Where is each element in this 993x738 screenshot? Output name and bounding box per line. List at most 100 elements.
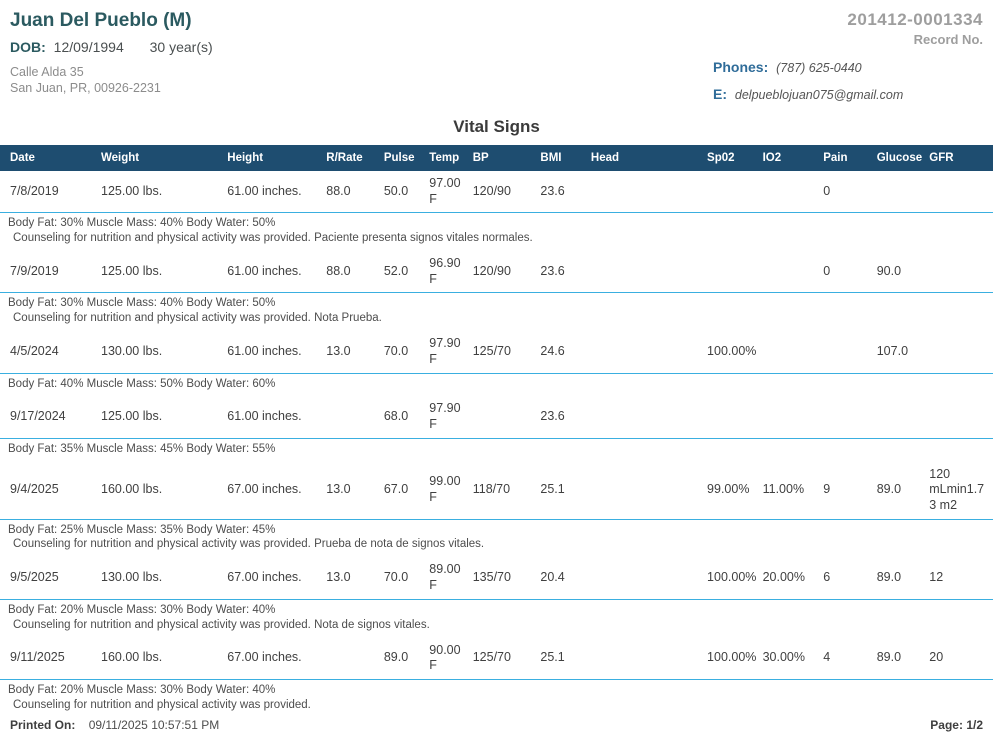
address-line-1: Calle Alda 35: [10, 65, 84, 79]
cell-head: [590, 557, 708, 600]
vitals-note-cell: Body Fat: 35% Muscle Mass: 45% Body Wate…: [0, 438, 993, 461]
col-header-rrate: R/Rate: [326, 145, 384, 171]
cell-temp: 96.90 F: [429, 251, 473, 294]
vitals-note-row: Body Fat: 40% Muscle Mass: 50% Body Wate…: [0, 373, 993, 396]
note-line: Counseling for nutrition and physical ac…: [13, 312, 382, 325]
vitals-row: 9/4/2025 160.00 lbs. 67.00 inches. 13.0 67.0…: [0, 461, 993, 520]
cell-temp: 97.90 F: [429, 331, 473, 374]
dob-value: 12/09/1994: [53, 39, 124, 55]
col-header-sp02: Sp02: [707, 145, 763, 171]
cell-temp: 89.00 F: [429, 557, 473, 600]
address-line-2: San Juan, PR, 00926-2231: [10, 81, 161, 96]
phones-value: (787) 625-0440: [776, 61, 862, 75]
cell-gfr: [929, 396, 993, 439]
cell-height: 61.00 inches.: [227, 171, 327, 214]
col-header-io2: IO2: [762, 145, 824, 171]
col-header-weight: Weight: [101, 145, 228, 171]
vitals-row: 4/5/2024 130.00 lbs. 61.00 inches. 13.0 70.0…: [0, 331, 993, 374]
report-footer: Printed On: 09/11/2025 10:57:51 PM Page:…: [0, 718, 993, 738]
cell-bmi: 20.4: [540, 557, 591, 600]
cell-height: 61.00 inches.: [227, 251, 327, 294]
cell-gfr: [929, 171, 993, 214]
cell-glucose: 89.0: [876, 557, 930, 600]
cell-rrate: [326, 396, 384, 439]
cell-temp: 97.00 F: [429, 171, 473, 214]
cell-io2: 20.00%: [762, 557, 824, 600]
printed-on: Printed On: 09/11/2025 10:57:51 PM: [10, 718, 219, 732]
cell-bp: 120/90: [472, 171, 541, 214]
cell-height: 67.00 inches.: [227, 461, 327, 520]
cell-sp02: [707, 396, 763, 439]
vitals-note-row: Body Fat: 25% Muscle Mass: 35% Body Wate…: [0, 519, 993, 557]
col-header-date: Date: [0, 145, 102, 171]
cell-sp02: 100.00%: [707, 557, 763, 600]
note-line: Counseling for nutrition and physical ac…: [13, 538, 485, 551]
cell-io2: 11.00%: [762, 461, 824, 520]
cell-head: [590, 461, 708, 520]
patient-address: Calle Alda 35 San Juan, PR, 00926-2231: [10, 64, 213, 97]
cell-io2: [762, 251, 824, 294]
cell-bmi: 25.1: [540, 461, 591, 520]
col-header-pain: Pain: [823, 145, 877, 171]
record-number-label: Record No.: [913, 32, 983, 47]
cell-glucose: [876, 396, 930, 439]
vitals-note-cell: Body Fat: 30% Muscle Mass: 40% Body Wate…: [0, 213, 993, 251]
vitals-note-cell: Body Fat: 40% Muscle Mass: 50% Body Wate…: [0, 373, 993, 396]
cell-sp02: [707, 251, 763, 294]
col-header-gfr: GFR: [929, 145, 993, 171]
cell-head: [590, 251, 708, 294]
cell-io2: [762, 396, 824, 439]
note-line: Counseling for nutrition and physical ac…: [13, 232, 533, 245]
cell-glucose: 89.0: [876, 461, 930, 520]
cell-height: 67.00 inches.: [227, 557, 327, 600]
cell-bmi: 23.6: [540, 251, 591, 294]
cell-weight: 130.00 lbs.: [101, 557, 228, 600]
vitals-row: 9/17/2024 125.00 lbs. 61.00 inches. 68.0 97.…: [0, 396, 993, 439]
cell-glucose: 90.0: [876, 251, 930, 294]
cell-temp: 97.90 F: [429, 396, 473, 439]
cell-pain: 0: [823, 171, 877, 214]
note-line: Body Fat: 40% Muscle Mass: 50% Body Wate…: [8, 377, 276, 390]
cell-height: 61.00 inches.: [227, 396, 327, 439]
cell-pain: 9: [823, 461, 877, 520]
cell-weight: 130.00 lbs.: [101, 331, 228, 374]
cell-weight: 125.00 lbs.: [101, 251, 228, 294]
cell-date: 9/4/2025: [0, 461, 102, 520]
report-title: Vital Signs: [453, 117, 540, 136]
cell-io2: [762, 331, 824, 374]
col-header-height: Height: [227, 145, 327, 171]
patient-info-block: Juan Del Pueblo (M) DOB: 12/09/1994 30 y…: [10, 8, 213, 102]
vital-signs-table: Date Weight Height R/Rate Pulse Temp BP …: [0, 145, 993, 718]
note-line: Body Fat: 20% Muscle Mass: 30% Body Wate…: [8, 683, 276, 696]
cell-glucose: 107.0: [876, 331, 930, 374]
col-header-glucose: Glucose: [876, 145, 930, 171]
cell-bp: 120/90: [472, 251, 541, 294]
printed-on-value: 09/11/2025 10:57:51 PM: [88, 717, 220, 732]
vitals-note-cell: Body Fat: 20% Muscle Mass: 30% Body Wate…: [0, 679, 993, 717]
cell-head: [590, 331, 708, 374]
col-header-bmi: BMI: [540, 145, 591, 171]
cell-temp: 99.00 F: [429, 461, 473, 520]
cell-gfr: 120 mLmin1.73 m2: [929, 461, 993, 520]
cell-height: 61.00 inches.: [227, 331, 327, 374]
cell-weight: 160.00 lbs.: [101, 461, 228, 520]
email-line: E: delpueblojuan075@gmail.com: [713, 86, 983, 102]
page-indicator: Page: 1/2: [930, 718, 983, 732]
cell-gfr: 12: [929, 557, 993, 600]
col-header-head: Head: [590, 145, 708, 171]
vitals-note-row: Body Fat: 20% Muscle Mass: 30% Body Wate…: [0, 679, 993, 717]
cell-sp02: 99.00%: [707, 461, 763, 520]
cell-pulse: 52.0: [383, 251, 430, 294]
cell-date: 7/9/2019: [0, 251, 102, 294]
col-header-bp: BP: [472, 145, 541, 171]
note-line: Body Fat: 30% Muscle Mass: 40% Body Wate…: [8, 297, 276, 310]
email-label: E:: [713, 86, 727, 102]
cell-gfr: [929, 251, 993, 294]
cell-weight: 125.00 lbs.: [101, 396, 228, 439]
patient-age: 30 year(s): [149, 39, 213, 55]
page-value: 1/2: [966, 717, 983, 732]
cell-date: 7/8/2019: [0, 171, 102, 214]
cell-bmi: 23.6: [540, 171, 591, 214]
cell-rrate: 88.0: [326, 171, 384, 214]
cell-date: 9/17/2024: [0, 396, 102, 439]
